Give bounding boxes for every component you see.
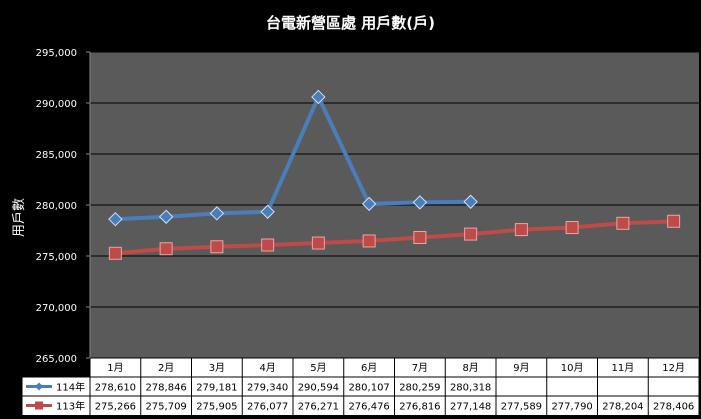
x-tick-label: 8月 [462,362,478,374]
x-tick-label: 3月 [209,362,225,374]
x-tick-label: 10月 [561,362,584,374]
data-label: 280,107 [348,383,389,394]
data-label: 277,589 [501,402,542,413]
data-point [464,227,478,241]
data-point [463,194,478,209]
data-label: 275,905 [196,402,237,413]
data-point [667,214,681,228]
legend-marker [35,382,43,391]
data-point [412,195,428,210]
data-point [108,246,122,260]
data-label: 277,790 [551,402,592,413]
data-label: 290,594 [298,383,339,394]
data-label: 276,476 [348,402,389,413]
data-point [616,216,630,230]
data-point [261,238,275,252]
data-label: 279,181 [196,383,237,394]
data-point [260,204,275,219]
data-label: 280,259 [399,383,440,394]
data-point [159,242,173,256]
data-label: 277,148 [450,402,491,413]
y-tick-label: 275,000 [36,252,77,263]
legend-marker [35,401,43,410]
x-tick-label: 2月 [158,362,174,374]
data-point [565,221,579,235]
data-label: 278,610 [95,383,136,394]
x-tick-label: 7月 [412,362,428,374]
data-point [158,209,174,224]
data-label: 278,204 [602,402,643,413]
data-label: 279,340 [247,383,288,394]
x-tick-label: 6月 [361,362,377,374]
data-label: 278,846 [145,383,186,394]
series-line [115,94,471,222]
x-tick-label: 12月 [662,362,685,374]
x-tick-label: 4月 [259,362,275,374]
data-point [311,236,325,250]
data-label: 275,266 [95,402,136,413]
y-tick-label: 265,000 [36,354,77,365]
data-label: 276,077 [247,402,288,413]
data-label: 275,709 [145,402,186,413]
chart-title: 台電新營區處 用戶數(戶) [266,14,435,32]
data-point [108,211,123,227]
data-point [514,223,528,237]
series-line [115,219,674,256]
y-tick-label: 295,000 [36,48,77,59]
x-tick-label: 9月 [513,362,529,374]
x-tick-label: 11月 [612,362,635,374]
data-point [209,206,225,221]
data-label: 276,816 [399,402,440,413]
legend-label: 113年 [56,400,85,413]
x-tick-label: 5月 [310,362,326,374]
data-point [413,230,427,244]
y-tick-label: 270,000 [36,303,77,314]
legend-label: 114年 [56,381,85,394]
y-tick-label: 290,000 [36,99,77,110]
data-point [361,196,377,212]
x-tick-label: 1月 [107,362,123,374]
data-point [210,240,224,254]
data-label: 278,406 [653,402,694,413]
data-label: 276,271 [298,402,339,413]
y-tick-label: 280,000 [36,201,77,212]
data-label: 280,318 [450,383,491,394]
data-point [311,89,326,105]
data-point [362,234,376,248]
y-tick-label: 285,000 [36,150,77,161]
